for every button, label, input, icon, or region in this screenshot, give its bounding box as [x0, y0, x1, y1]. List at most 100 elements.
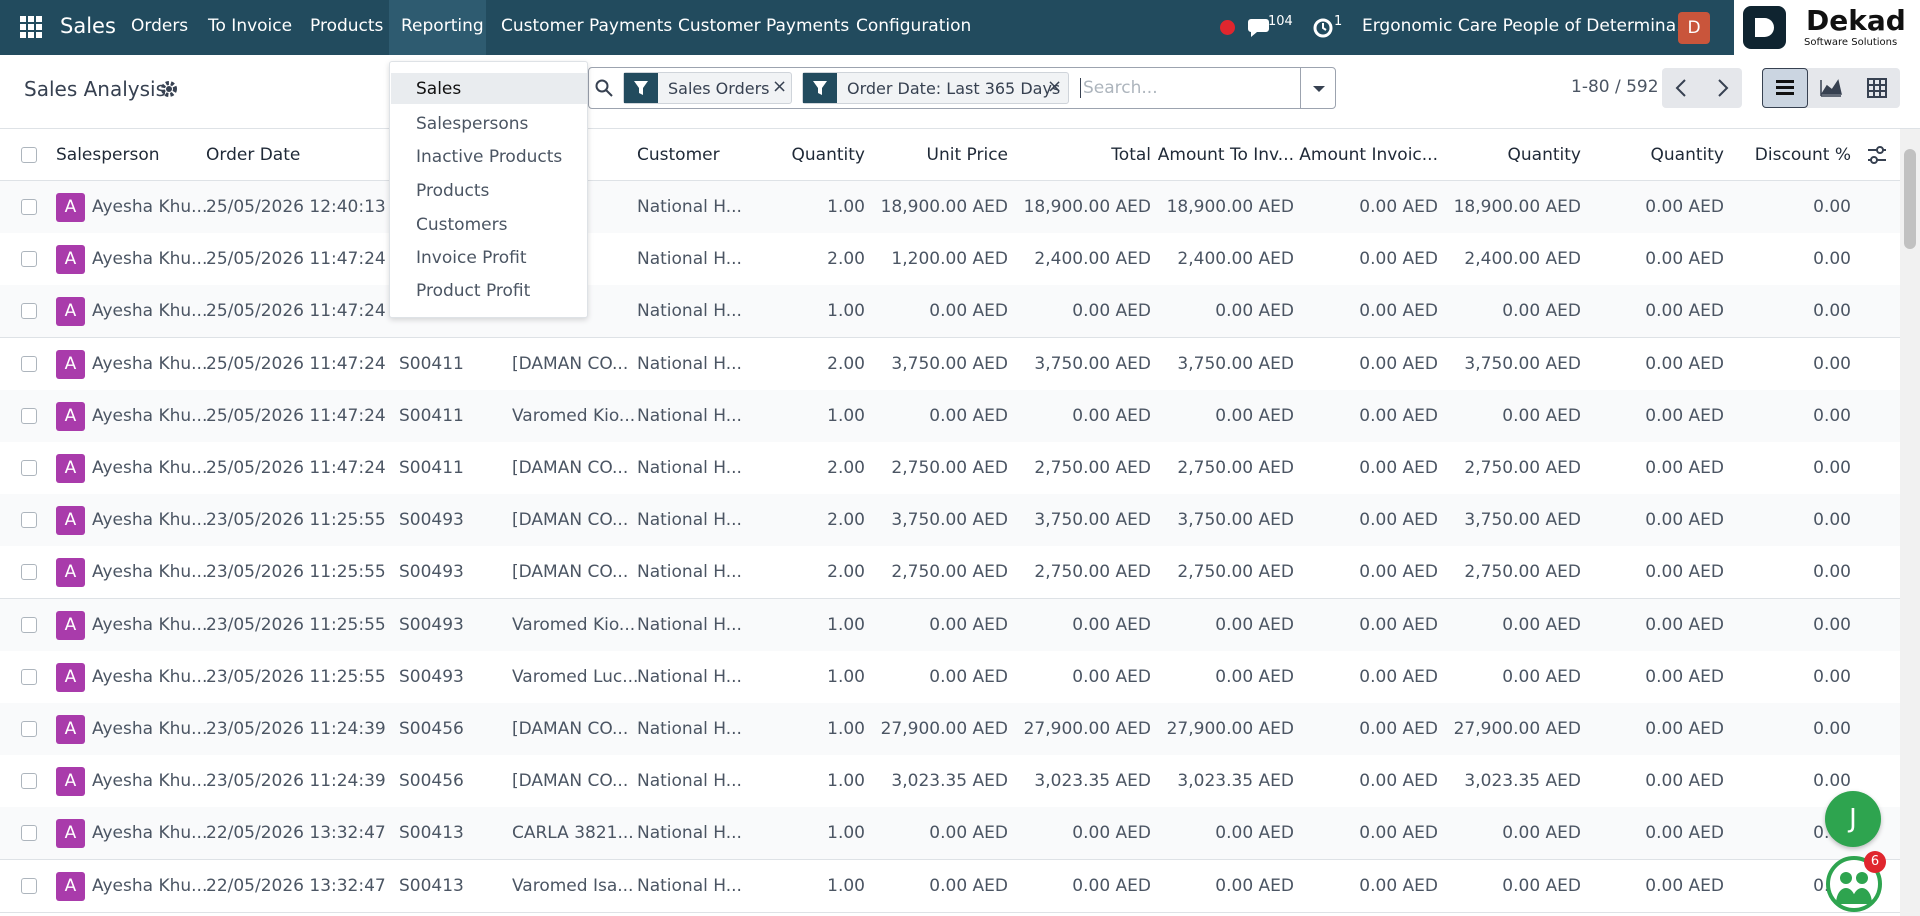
dropdown-item[interactable]: Inactive Products: [416, 147, 563, 167]
menu-item[interactable]: Configuration: [856, 16, 972, 36]
row-checkbox[interactable]: [21, 355, 37, 372]
user-avatar[interactable]: D: [1678, 12, 1710, 44]
cell: 0.00 AED: [1645, 249, 1724, 270]
pager-next[interactable]: [1702, 68, 1742, 108]
menu-item[interactable]: Products: [310, 16, 384, 36]
apps-icon[interactable]: [20, 16, 42, 38]
table-row[interactable]: A Ayesha Khu... 23/05/2026 11:24:39 S00456 […: [0, 755, 1900, 809]
column-header[interactable]: Amount To Inv...: [1157, 145, 1294, 165]
column-header[interactable]: Salesperson: [56, 145, 160, 165]
search-box[interactable]: [588, 67, 1336, 109]
table-row[interactable]: A Ayesha Khu... 25/05/2026 11:47:24 S00411 V…: [0, 389, 1900, 443]
row-checkbox[interactable]: [21, 668, 37, 685]
table-row[interactable]: A Ayesha Khu... 22/05/2026 13:32:47 S00413 C…: [0, 807, 1900, 861]
cell: S00413: [399, 823, 464, 844]
menu-item[interactable]: Customer Payments: [501, 16, 673, 36]
row-checkbox[interactable]: [21, 303, 37, 320]
cell: 1.00: [827, 823, 865, 844]
dropdown-item[interactable]: Customers: [416, 215, 508, 235]
cell: 23/05/2026 11:25:55: [206, 666, 386, 687]
settings-gear[interactable]: [160, 80, 178, 98]
table-row[interactable]: A Ayesha Khu... 23/05/2026 11:25:55 S00493 […: [0, 494, 1900, 548]
menu-item[interactable]: To Invoice: [208, 16, 293, 36]
row-checkbox[interactable]: [21, 877, 37, 894]
select-all-checkbox[interactable]: [21, 147, 37, 163]
column-header[interactable]: Amount Invoic...: [1299, 145, 1438, 165]
column-header[interactable]: Quantity: [791, 145, 865, 165]
cell: 0.00 AED: [1645, 875, 1724, 896]
cell: Ayesha Khu...: [92, 301, 208, 322]
table-row[interactable]: A Ayesha Khu... 23/05/2026 11:25:55 S00493 V…: [0, 598, 1900, 652]
logo-text: Dekad: [1806, 4, 1906, 37]
cell: National H...: [637, 562, 742, 583]
facet[interactable]: Order Date: Last 365 Days ×: [802, 72, 1069, 104]
column-header[interactable]: Total: [1111, 145, 1151, 165]
record-dot[interactable]: [1220, 20, 1235, 35]
row-checkbox[interactable]: [21, 512, 37, 529]
column-header[interactable]: Discount %: [1754, 145, 1851, 165]
row-checkbox[interactable]: [21, 721, 37, 737]
row-checkbox[interactable]: [21, 407, 37, 424]
column-header[interactable]: Quantity: [1507, 145, 1581, 165]
cell: 2,750.00 AED: [1177, 458, 1294, 478]
table-row[interactable]: A Ayesha Khu... 25/05/2026 11:47:24 S00411 […: [0, 442, 1900, 495]
cell: 0.00 AED: [1645, 458, 1724, 478]
cell: 0.00: [1813, 562, 1851, 583]
facet[interactable]: Sales Orders ×: [623, 72, 792, 104]
cell: 2.00: [827, 249, 865, 270]
scrollbar-thumb[interactable]: [1904, 149, 1916, 249]
app-name[interactable]: Sales: [60, 14, 116, 38]
column-header[interactable]: Order Date: [206, 145, 301, 165]
cell: Ayesha Khu...: [92, 719, 208, 739]
row-checkbox[interactable]: [21, 825, 37, 842]
page-title: Sales Analysis: [24, 77, 166, 101]
menu-item[interactable]: Customer Payments: [678, 16, 850, 36]
column-header[interactable]: Quantity: [1650, 145, 1724, 165]
column-header[interactable]: Customer: [637, 145, 720, 165]
scrollbar[interactable]: [1900, 129, 1920, 916]
cell: 0.00 AED: [1645, 197, 1724, 217]
cell: 0.00 AED: [1359, 510, 1438, 531]
cell: National H...: [637, 353, 742, 374]
cell: 0.00: [1813, 719, 1851, 739]
view-graph[interactable]: [1808, 68, 1854, 108]
dropdown-item[interactable]: Salespersons: [416, 114, 529, 134]
facet-remove[interactable]: ×: [1047, 76, 1063, 97]
optional-columns[interactable]: [1866, 145, 1888, 165]
table-row[interactable]: A Ayesha Khu... 23/05/2026 11:25:55 S00493 V…: [0, 650, 1900, 704]
messages-icon[interactable]: [1248, 17, 1272, 39]
pager-prev[interactable]: [1662, 68, 1702, 108]
table-row[interactable]: A Ayesha Khu... 23/05/2026 11:25:55 S00493 […: [0, 546, 1900, 600]
row-checkbox[interactable]: [21, 564, 37, 581]
search-input[interactable]: Search...: [1080, 78, 1158, 98]
dropdown-item[interactable]: Sales: [416, 79, 462, 99]
row-checkbox[interactable]: [21, 251, 37, 268]
dropdown-item[interactable]: Products: [416, 181, 490, 201]
view-pivot[interactable]: [1854, 68, 1900, 108]
row-checkbox[interactable]: [21, 199, 37, 215]
facet-remove[interactable]: ×: [772, 76, 788, 97]
column-header[interactable]: Unit Price: [926, 145, 1008, 165]
table-row[interactable]: A Ayesha Khu... 22/05/2026 13:32:47 S00413 V…: [0, 859, 1900, 913]
row-checkbox[interactable]: [21, 460, 37, 476]
dropdown-item[interactable]: Invoice Profit: [416, 248, 527, 268]
view-list[interactable]: [1762, 68, 1808, 108]
search-toggle[interactable]: [1300, 68, 1335, 108]
row-checkbox[interactable]: [21, 773, 37, 790]
cell: [DAMAN CO...: [512, 353, 629, 374]
control-panel: Sales Analysis Sales Orders × Order Date…: [0, 55, 1920, 129]
menu-item[interactable]: Reporting: [401, 16, 484, 36]
company-name[interactable]: Ergonomic Care People of Determina...: [1362, 16, 1693, 36]
search-icon[interactable]: [595, 79, 613, 97]
menu-item[interactable]: Orders: [131, 16, 189, 36]
activity-icon[interactable]: [1312, 17, 1334, 39]
dropdown-item[interactable]: Product Profit: [416, 281, 531, 301]
user-button[interactable]: J: [1825, 791, 1881, 847]
table-row[interactable]: A Ayesha Khu... 23/05/2026 11:24:39 S00456 […: [0, 703, 1900, 756]
row-checkbox[interactable]: [21, 616, 37, 633]
table-row[interactable]: A Ayesha Khu... 25/05/2026 11:47:24 S00411 […: [0, 337, 1900, 391]
